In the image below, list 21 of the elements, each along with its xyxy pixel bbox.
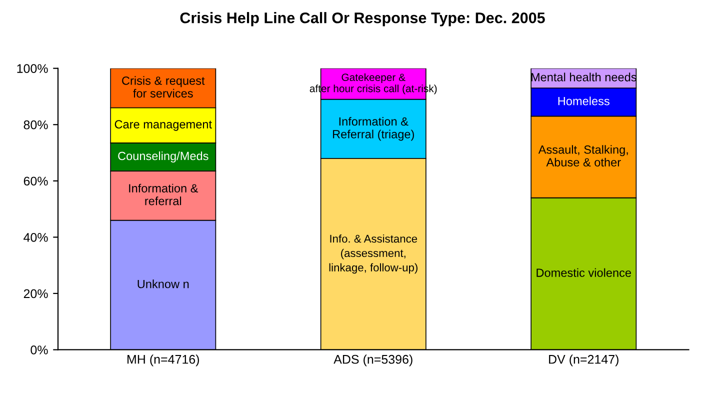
- x-tick-label: MH (n=4716): [128, 354, 199, 366]
- chart-title: Crisis Help Line Call Or Response Type: Dec. 2005: [180, 12, 545, 26]
- series-label: Counseling/Meds: [118, 151, 208, 162]
- series-label: Care management: [114, 120, 212, 131]
- y-tick-label: 60%: [24, 176, 48, 186]
- y-tick-label: 40%: [24, 232, 48, 242]
- y-tick-label: 20%: [24, 289, 48, 298]
- x-tick-label: DV (n=2147): [549, 354, 618, 366]
- series-label: Crisis & request for services: [122, 76, 205, 98]
- x-tick-label: ADS (n=5396): [334, 354, 412, 366]
- series-label: Assault, Stalking, Abuse & other: [538, 145, 628, 167]
- series-label: Info. & Assistance (assessment, linkage, follow-up): [329, 234, 418, 274]
- y-tick-label: 0%: [30, 346, 48, 354]
- series-label: Unknow n: [138, 280, 189, 288]
- series-label: Mental health needs: [531, 72, 636, 82]
- series-label: Domestic violence: [536, 268, 631, 277]
- series-label: Information & referral: [129, 184, 198, 206]
- series-label: Information & Referral (triage): [333, 116, 414, 141]
- y-tick-label: 80%: [24, 120, 48, 130]
- series-label: Homeless: [558, 96, 610, 106]
- y-tick-label: 100%: [17, 64, 48, 73]
